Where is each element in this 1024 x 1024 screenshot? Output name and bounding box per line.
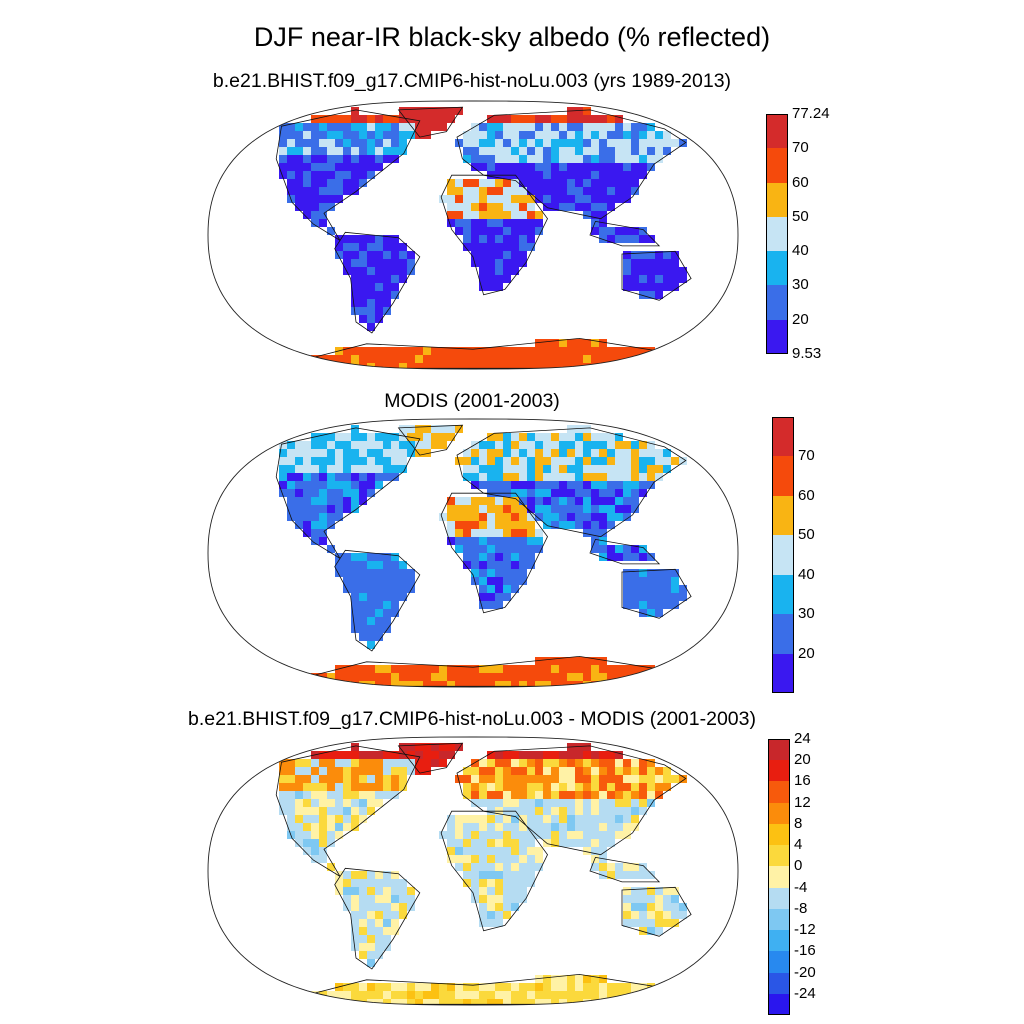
colorbar-box <box>768 866 790 888</box>
colorbar-label: 8 <box>794 814 803 832</box>
map-boundary <box>207 100 739 370</box>
land-albedo-field <box>279 743 687 1005</box>
colorbar-box <box>772 574 794 615</box>
colorbar-box <box>766 216 788 252</box>
colorbar-label: -12 <box>794 921 816 939</box>
colorbar-box <box>768 760 790 782</box>
colorbar-label: 12 <box>794 793 811 811</box>
colorbar-label: 50 <box>798 526 815 544</box>
colorbar-box <box>768 845 790 867</box>
colorbar-label: 50 <box>792 207 809 225</box>
colorbar-box <box>772 535 794 575</box>
colorbar-box <box>768 887 790 909</box>
map-boundary <box>207 736 739 1006</box>
colorbar-label: 60 <box>798 486 815 504</box>
colorbar-label: 20 <box>792 310 809 328</box>
colorbar-label: -20 <box>794 963 816 981</box>
colorbar-label: 20 <box>798 644 815 662</box>
colorbar-box <box>768 993 790 1015</box>
colorbar-label: 70 <box>792 139 809 157</box>
colorbar-label: 60 <box>792 173 809 191</box>
colorbar-label: -24 <box>794 984 816 1002</box>
colorbar-box <box>766 148 788 183</box>
panel-3-title: b.e21.BHIST.f09_g17.CMIP6-hist-noLu.003 … <box>188 708 756 730</box>
land-albedo-field <box>279 107 687 369</box>
colorbar-box <box>766 285 788 320</box>
colorbar-box <box>766 182 788 217</box>
colorbar-box <box>766 114 788 149</box>
land-albedo-field <box>279 425 687 687</box>
colorbar-box <box>768 930 790 952</box>
panel-2-title: MODIS (2001-2003) <box>384 390 560 412</box>
colorbar-box <box>768 972 790 994</box>
colorbar-label: 9.53 <box>792 345 822 362</box>
colorbar-label: 24 <box>794 730 811 747</box>
coastlines <box>275 106 692 369</box>
colorbar-box <box>768 781 790 803</box>
colorbar-label: 30 <box>798 605 815 623</box>
colorbar-label: 0 <box>794 857 803 875</box>
colorbar-label: -4 <box>794 878 808 896</box>
colorbar-label: 40 <box>792 242 809 260</box>
colorbar-box <box>772 495 794 536</box>
colorbar-label: 20 <box>794 751 811 769</box>
colorbar-box <box>768 823 790 846</box>
map-panel-1 <box>207 100 739 370</box>
colorbar-box <box>766 251 788 286</box>
colorbar-box <box>768 739 790 761</box>
colorbar-label: 4 <box>794 836 803 854</box>
colorbar-box <box>772 653 794 693</box>
colorbar-label: -16 <box>794 942 816 960</box>
colorbar-box <box>768 908 790 931</box>
map-boundary <box>207 418 739 688</box>
colorbar-label: 77.24 <box>792 105 830 122</box>
map-panel-3 <box>207 736 739 1006</box>
panel-1-title: b.e21.BHIST.f09_g17.CMIP6-hist-noLu.003 … <box>212 70 732 92</box>
colorbar-label: 40 <box>798 565 815 583</box>
colorbar-label: 16 <box>794 772 811 790</box>
colorbar-box <box>772 456 794 496</box>
colorbar-box <box>768 951 790 973</box>
map-panel-2 <box>207 418 739 688</box>
colorbar-box <box>768 802 790 824</box>
main-title: DJF near-IR black-sky albedo (% reflecte… <box>253 22 771 52</box>
colorbar-label: -8 <box>794 899 808 917</box>
colorbar-box <box>766 319 788 354</box>
colorbar-label: 30 <box>792 276 809 294</box>
colorbar-box <box>772 614 794 654</box>
colorbar-label: 70 <box>798 447 815 465</box>
colorbar-box <box>772 417 794 457</box>
